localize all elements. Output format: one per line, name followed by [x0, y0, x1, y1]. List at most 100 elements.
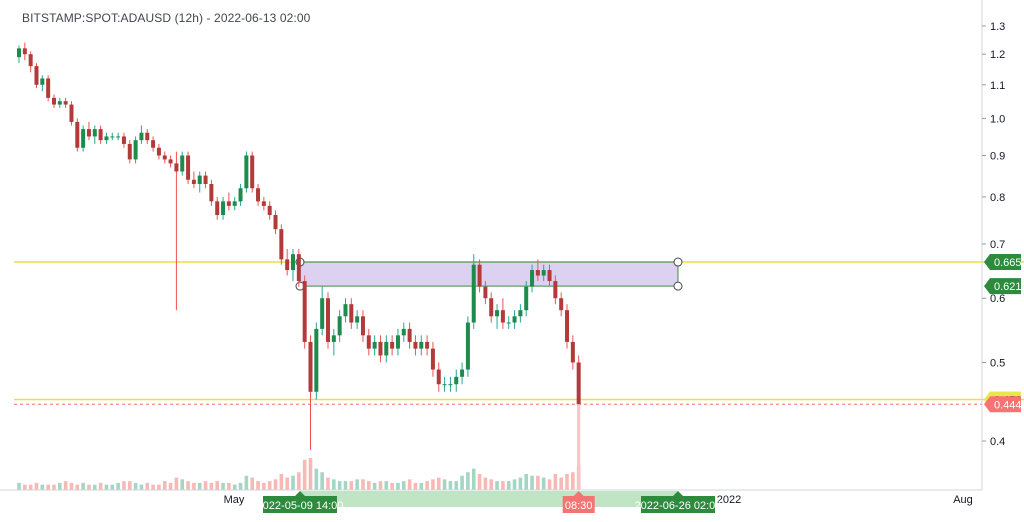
candle-body — [156, 147, 161, 156]
candle-body — [535, 270, 540, 276]
volume-bar — [244, 475, 249, 490]
candle-body — [273, 215, 278, 230]
candle-body — [530, 270, 535, 287]
candle-body — [407, 328, 412, 342]
volume-bar — [46, 484, 50, 490]
candle-body — [372, 341, 377, 349]
candle-body — [75, 121, 80, 148]
candle-body — [419, 341, 424, 349]
candlesticks — [17, 42, 581, 490]
range-bottom-badge-shape — [984, 278, 1021, 295]
volume-bar — [361, 479, 365, 490]
volume-bar — [285, 477, 289, 490]
price-tick-label: 0.8 — [990, 192, 1005, 204]
candle-body — [279, 229, 284, 260]
candle-body — [232, 201, 237, 206]
range-top-badge: 0.665 — [994, 257, 1022, 269]
candle-body — [121, 136, 126, 144]
volume-bar — [28, 484, 33, 490]
candle-body — [442, 384, 447, 386]
candle-body — [331, 335, 336, 342]
volume-bar — [127, 481, 132, 490]
candle-body — [110, 136, 115, 138]
volume-bar — [355, 479, 359, 490]
range-rectangle[interactable] — [295, 257, 683, 291]
candle-body — [395, 335, 400, 349]
candle-body — [541, 270, 546, 276]
volume-bar — [174, 477, 179, 490]
candle-body — [524, 286, 529, 311]
candle-body — [320, 298, 325, 329]
price-axis[interactable]: 1.3 1.2 1.1 1.0 0.9 0.8 0.7 0.6 0.5 0.4 — [981, 0, 1005, 490]
volume-bar — [401, 481, 406, 490]
candle-body — [390, 341, 395, 349]
volume-bar — [17, 482, 21, 490]
candle-body — [250, 155, 255, 189]
volume-bar — [262, 482, 266, 490]
volume-bar — [413, 482, 418, 490]
volume-bar — [501, 481, 505, 490]
candle-body — [174, 163, 179, 172]
candle-body — [436, 369, 441, 385]
candle-body — [360, 316, 365, 336]
candle-body — [325, 298, 330, 342]
volume-bar — [139, 484, 144, 490]
volume-bar — [489, 479, 494, 490]
candle-body — [302, 281, 307, 342]
volume-bar — [442, 479, 447, 490]
candle-body — [34, 66, 39, 85]
volume-bar — [151, 484, 155, 490]
volume-bar — [547, 479, 552, 490]
range-handle[interactable] — [673, 257, 683, 267]
candle-body — [308, 341, 313, 392]
volume-bar — [256, 481, 260, 490]
volume-bar — [250, 477, 254, 490]
volume-bar — [320, 472, 324, 490]
volume-bar — [197, 482, 202, 490]
candle-body — [565, 310, 570, 342]
candle-body — [221, 201, 226, 216]
volume-bar — [69, 482, 74, 490]
candle-body — [296, 254, 301, 282]
candle-body — [489, 298, 494, 317]
candle-body — [460, 369, 465, 377]
candle-body — [209, 183, 214, 202]
range-handle[interactable] — [673, 281, 683, 291]
volume-bar — [454, 481, 459, 490]
price-tick-label: 0.4 — [990, 436, 1005, 448]
end-time-badge-shape — [641, 496, 715, 513]
volume-bar — [209, 482, 214, 490]
candle-body — [28, 54, 33, 67]
last-bar-tail — [577, 404, 581, 490]
volume-bar — [203, 481, 208, 490]
volume-bar — [232, 484, 237, 490]
volume-bar — [145, 482, 150, 490]
time-axis[interactable]: MayJun2022Aug — [0, 489, 982, 507]
volume-bar — [23, 484, 27, 490]
candle-body — [413, 341, 418, 349]
candle-body — [291, 254, 296, 271]
volume-bar — [168, 482, 173, 490]
volume-bar — [419, 482, 424, 490]
candle-body — [22, 48, 27, 55]
volume-bar — [337, 481, 342, 490]
range-top-badge-shape — [984, 254, 1021, 271]
candle-body — [191, 179, 196, 184]
volume-bar — [436, 477, 441, 490]
candle-body — [57, 101, 62, 105]
price-tick-label: 0.7 — [990, 239, 1005, 251]
candle-body — [226, 201, 231, 206]
volume-bar — [273, 479, 278, 490]
price-tick-label: 1.3 — [990, 21, 1005, 33]
volume-bar — [495, 481, 499, 490]
volume-bar — [133, 482, 138, 490]
volume-bar — [524, 474, 529, 490]
volume-bar — [58, 482, 62, 490]
volume-bar — [87, 484, 91, 490]
volume-bar — [477, 474, 482, 490]
candle-body — [378, 341, 383, 356]
range-box[interactable] — [299, 261, 679, 287]
candle-body — [51, 97, 56, 105]
